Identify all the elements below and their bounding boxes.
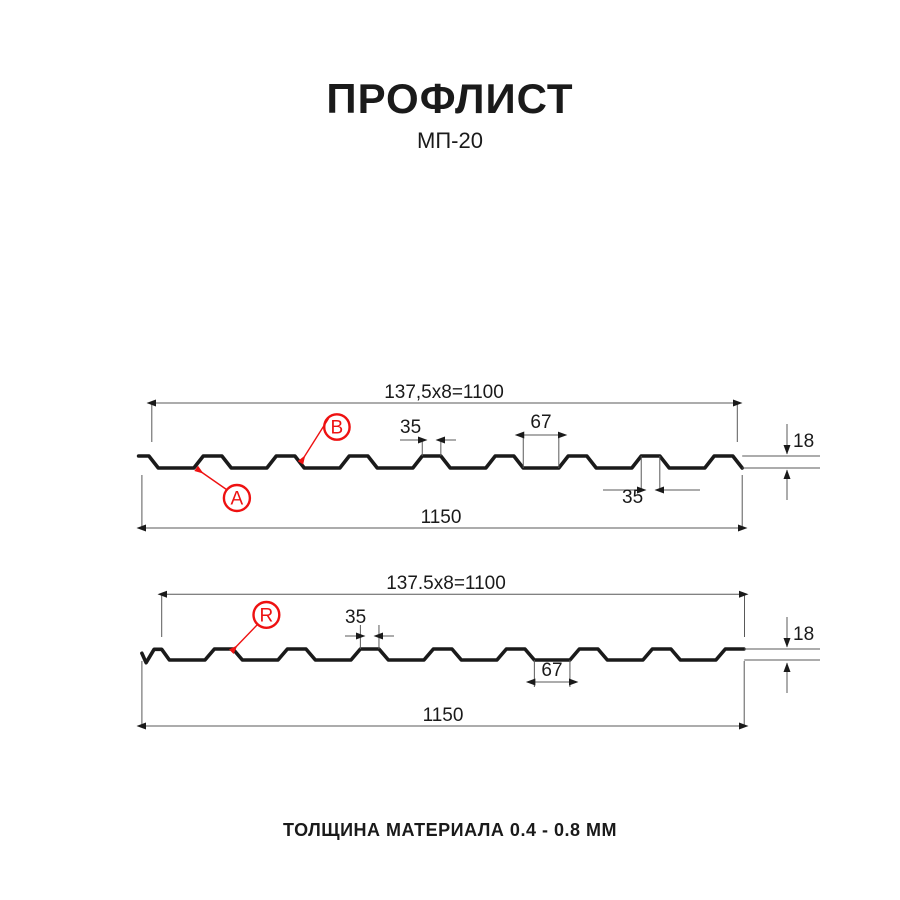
svg-text:1150: 1150 [423,705,464,726]
svg-text:35: 35 [400,417,421,438]
svg-text:A: A [231,489,244,510]
svg-text:18: 18 [793,431,814,452]
svg-text:67: 67 [541,660,562,681]
svg-text:B: B [331,418,344,439]
svg-text:35: 35 [622,487,643,508]
svg-text:35: 35 [345,607,366,628]
svg-text:137,5x8=1100: 137,5x8=1100 [384,382,504,403]
svg-text:18: 18 [793,624,814,645]
svg-text:67: 67 [530,412,551,433]
svg-text:1150: 1150 [421,507,462,528]
svg-text:R: R [260,606,274,627]
svg-text:137.5x8=1100: 137.5x8=1100 [386,573,506,594]
